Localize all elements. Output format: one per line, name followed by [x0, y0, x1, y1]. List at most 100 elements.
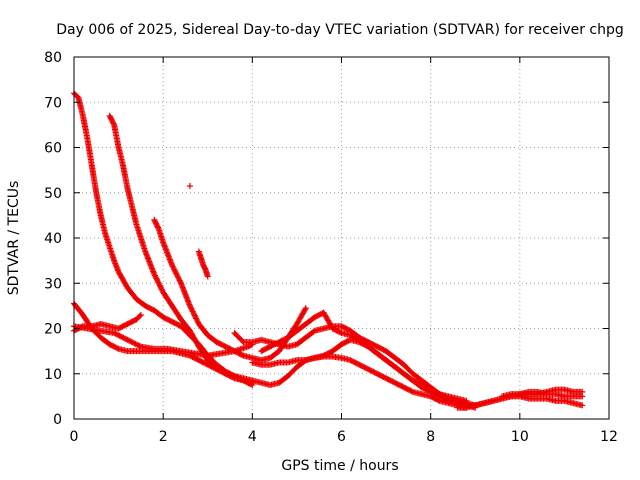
- data-point-marker: [153, 275, 160, 282]
- data-point-marker: [156, 282, 163, 289]
- data-point-marker: [151, 272, 158, 279]
- data-point-marker: [112, 330, 119, 337]
- data-point-marker: [155, 224, 162, 231]
- data-point-marker: [408, 388, 415, 395]
- y-tick-label: 70: [44, 95, 62, 111]
- data-point-marker: [188, 305, 195, 312]
- data-point-marker: [132, 340, 139, 347]
- data-point-marker: [119, 334, 126, 341]
- data-point-marker: [121, 335, 128, 342]
- data-point-marker: [186, 302, 193, 309]
- data-point-marker: [128, 338, 135, 345]
- data-point-marker: [115, 332, 122, 339]
- data-point-marker: [435, 390, 442, 397]
- data-point-marker: [579, 402, 586, 409]
- series-arc-7: [71, 323, 256, 359]
- data-point-marker: [191, 312, 198, 319]
- x-tick-label: 2: [159, 429, 168, 445]
- series-arc-13: [499, 388, 586, 400]
- data-point-marker: [117, 333, 124, 340]
- data-point-marker: [174, 273, 181, 280]
- data-point-marker: [175, 274, 182, 281]
- data-point-marker: [170, 264, 177, 271]
- data-point-marker: [152, 273, 159, 280]
- data-point-marker: [239, 352, 246, 359]
- data-point-marker: [123, 336, 130, 343]
- data-point-marker: [188, 307, 195, 314]
- series-arc-2: [106, 112, 256, 386]
- data-point-marker: [155, 279, 162, 286]
- y-axis-label: SDTVAR / TECUs: [6, 181, 22, 296]
- data-point-marker: [176, 277, 183, 284]
- data-point-marker: [124, 336, 131, 343]
- data-point-marker: [156, 280, 163, 287]
- y-tick-label: 50: [44, 186, 62, 202]
- data-point-marker: [169, 263, 176, 270]
- data-point-marker: [173, 270, 180, 277]
- data-point-marker: [136, 342, 143, 349]
- data-point-marker: [158, 285, 165, 292]
- data-point-marker: [186, 182, 193, 189]
- data-point-marker: [125, 337, 132, 344]
- data-point-marker: [175, 276, 182, 283]
- data-point-marker: [194, 318, 201, 325]
- data-point-marker: [302, 306, 309, 313]
- data-point-marker: [193, 316, 200, 323]
- x-tick-label: 0: [70, 429, 79, 445]
- data-point-marker: [114, 345, 121, 352]
- data-point-marker: [177, 278, 184, 285]
- data-point-marker: [157, 283, 164, 290]
- data-point-marker: [337, 329, 344, 336]
- grid-lines: [74, 57, 609, 419]
- data-point-marker: [190, 309, 197, 316]
- y-tick-label: 20: [44, 322, 62, 338]
- y-tick-label: 40: [44, 231, 62, 247]
- data-point-marker: [135, 342, 142, 349]
- x-axis-label: GPS time / hours: [281, 458, 398, 474]
- series-arc-4: [195, 248, 211, 280]
- data-point-marker: [154, 278, 161, 285]
- data-point-marker: [239, 337, 246, 344]
- data-point-marker: [221, 370, 228, 377]
- data-point-marker: [136, 313, 143, 320]
- data-points: [71, 90, 586, 411]
- x-tick-label: 4: [248, 429, 257, 445]
- y-tick-label: 30: [44, 276, 62, 292]
- y-tick-label: 80: [44, 50, 62, 66]
- y-tick-label: 0: [53, 412, 62, 428]
- data-point-marker: [172, 269, 179, 276]
- data-point-marker: [153, 276, 160, 283]
- y-tick-label: 60: [44, 141, 62, 157]
- x-tick-label: 10: [511, 429, 529, 445]
- data-point-marker: [113, 331, 120, 338]
- data-point-marker: [137, 311, 144, 318]
- data-point-marker: [189, 308, 196, 315]
- x-tick-label: 8: [426, 429, 435, 445]
- data-point-marker: [192, 314, 199, 321]
- data-point-marker: [111, 330, 118, 337]
- data-point-marker: [187, 304, 194, 311]
- data-point-marker: [173, 271, 180, 278]
- y-tick-label: 10: [44, 367, 62, 383]
- data-point-marker: [151, 271, 158, 278]
- data-point-marker: [110, 120, 117, 127]
- data-point-marker: [169, 262, 176, 269]
- data-point-marker: [204, 273, 211, 280]
- axis-ticks: 0 2 4 6 8 10 12 0 10 20 30 40 50 60 70 80: [44, 50, 618, 445]
- data-point-marker: [116, 332, 123, 339]
- data-point-marker: [171, 266, 178, 273]
- data-point-marker: [158, 286, 165, 293]
- chart-title: Day 006 of 2025, Sidereal Day-to-day VTE…: [56, 22, 624, 38]
- data-point-marker: [131, 340, 138, 347]
- data-point-marker: [127, 338, 134, 345]
- data-point-marker: [129, 339, 136, 346]
- data-point-marker: [171, 267, 178, 274]
- data-point-marker: [133, 341, 140, 348]
- x-tick-label: 6: [337, 429, 346, 445]
- data-point-marker: [193, 315, 200, 322]
- x-tick-label: 12: [600, 429, 618, 445]
- data-point-marker: [191, 311, 198, 318]
- data-point-marker: [579, 393, 586, 400]
- series-outlier: [186, 182, 193, 189]
